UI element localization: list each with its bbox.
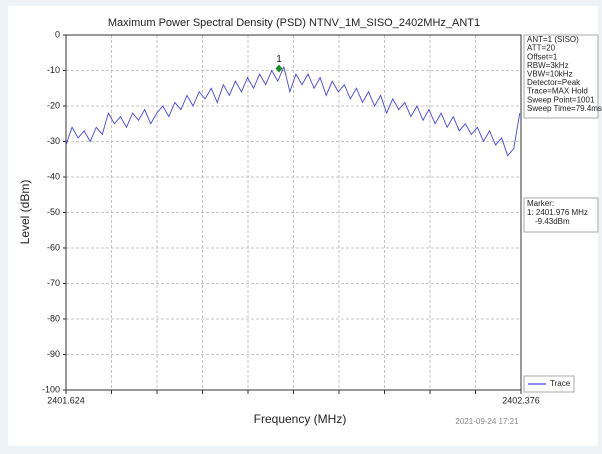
- info-line: Sweep Time=79.4ms: [527, 104, 602, 113]
- plot-frame: [65, 34, 522, 391]
- y-axis-label: Level (dBm): [18, 180, 32, 245]
- y-tick-label: -70: [47, 278, 60, 288]
- y-tick-label: -80: [47, 313, 60, 323]
- y-tick-label: -30: [47, 136, 60, 146]
- info-line: Trace=MAX Hold: [527, 87, 588, 96]
- y-tick-label: -100: [42, 384, 60, 394]
- info-line: ATT=20: [527, 44, 556, 53]
- legend: [523, 375, 575, 393]
- marker-label: 1: [276, 54, 282, 65]
- y-tick-label: -20: [47, 100, 60, 110]
- marker-box: [523, 197, 599, 233]
- info-box: [523, 34, 599, 119]
- info-line: RBW=3kHz: [527, 61, 569, 70]
- y-tick-label: 0: [55, 29, 60, 39]
- legend-label: Trace: [550, 379, 571, 388]
- y-tick-label: -50: [47, 207, 60, 217]
- timestamp: 2021-09-24 17:21: [455, 417, 519, 426]
- info-line: Detector=Peak: [527, 78, 581, 87]
- marker-point: [275, 64, 283, 73]
- info-line: VBW=10kHz: [527, 70, 573, 79]
- chart-title: Maximum Power Spectral Density (PSD) NTN…: [108, 17, 480, 29]
- info-line: Sweep Point=1001: [527, 95, 595, 104]
- marker-x: 1: 2401.976 MHz: [527, 208, 588, 217]
- y-tick-label: -90: [47, 349, 60, 359]
- x-tick-label: 2402.376: [502, 395, 540, 405]
- y-tick-label: -60: [47, 242, 60, 252]
- info-line: ANT=1 (SISO): [527, 35, 579, 44]
- y-tick-label: -10: [47, 65, 60, 75]
- info-line: Offset=1: [527, 52, 558, 61]
- marker-title: Marker:: [527, 199, 554, 208]
- marker-y: -9.43dBm: [535, 217, 570, 226]
- x-tick-label: 2401.624: [47, 395, 85, 405]
- trace-line: [65, 65, 521, 157]
- y-tick-label: -40: [47, 171, 60, 181]
- x-axis-label: Frequency (MHz): [254, 412, 347, 426]
